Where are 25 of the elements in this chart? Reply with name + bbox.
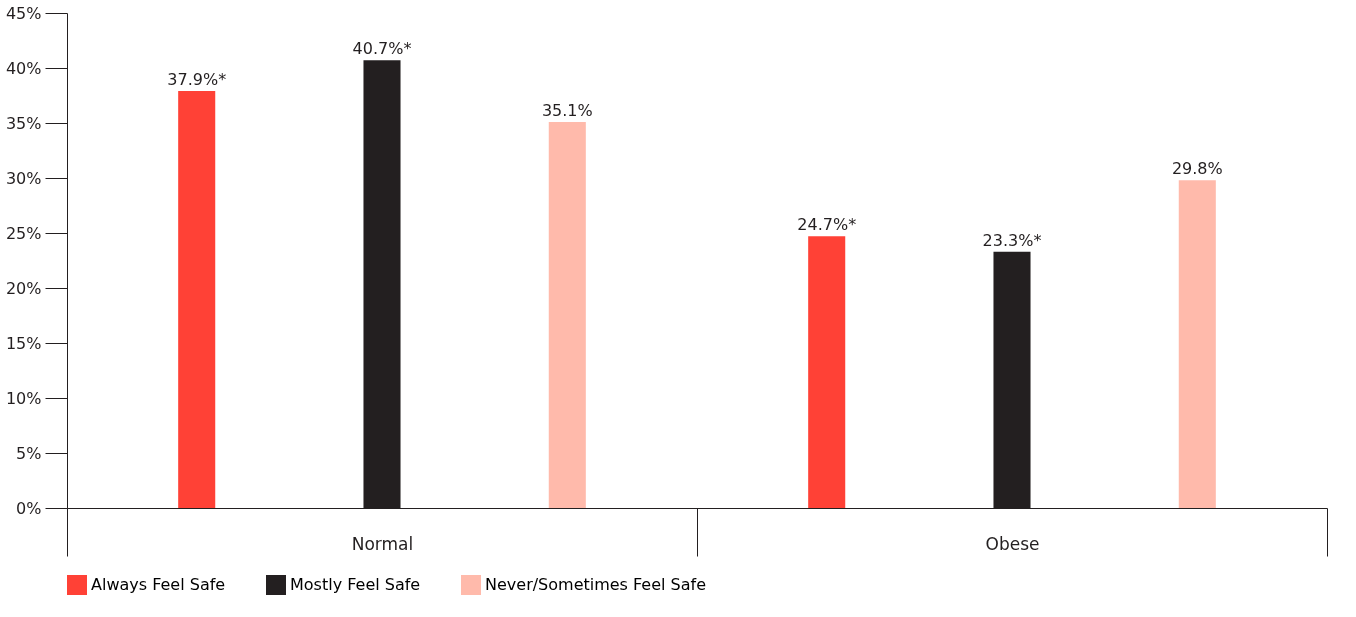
y-tick-label: 0%	[16, 498, 42, 518]
y-tick-label: 10%	[5, 388, 42, 408]
y-tick-label: 45%	[5, 3, 42, 23]
y-tick-label: 30%	[5, 168, 42, 188]
y-tick-label: 20%	[5, 278, 42, 298]
y-tick-label: 5%	[16, 443, 42, 463]
bar	[548, 121, 586, 508]
y-tick-label: 15%	[5, 333, 42, 353]
data-label: 24.7%*	[797, 215, 857, 235]
legend-label: Mostly Feel Safe	[290, 575, 421, 594]
legend-label: Always Feel Safe	[91, 575, 226, 594]
data-label: 23.3%*	[982, 230, 1042, 250]
bar	[808, 236, 846, 508]
y-tick-label: 40%	[5, 58, 42, 78]
y-tick-label: 25%	[5, 223, 42, 243]
data-label: 35.1%	[541, 100, 593, 120]
bar	[178, 91, 216, 508]
bar	[1178, 180, 1216, 508]
data-label: 37.9%*	[167, 70, 227, 90]
data-label: 40.7%*	[352, 39, 412, 59]
x-tick-label: Obese	[985, 533, 1040, 554]
data-label: 29.8%	[1171, 159, 1223, 179]
legend-label: Never/Sometimes Feel Safe	[485, 575, 707, 594]
x-tick-label: Normal	[351, 533, 414, 554]
y-tick-label: 35%	[5, 113, 42, 133]
